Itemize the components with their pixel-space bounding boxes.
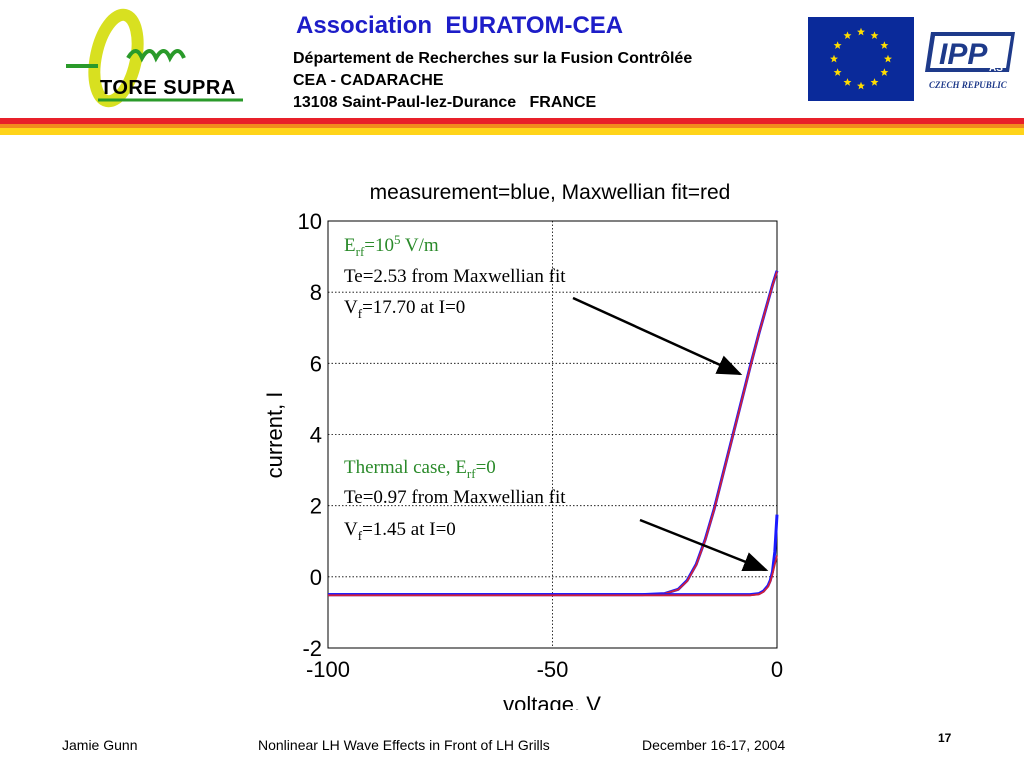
ipp-logo: IPP AS CZECH REPUBLIC xyxy=(925,32,1015,90)
footer-author: Jamie Gunn xyxy=(62,737,138,753)
y-tick-label: 6 xyxy=(310,351,322,376)
maxwellian-fit-line-1 xyxy=(328,271,778,596)
chart-series xyxy=(328,270,779,597)
x-tick-labels: -100 -50 0 xyxy=(306,657,783,682)
annotation-erf: Erf=105 V/m Te=2.53 from Maxwellian fit … xyxy=(344,232,566,321)
ipp-country: CZECH REPUBLIC xyxy=(929,80,1008,90)
ipp-logo-sub: AS xyxy=(989,63,1003,74)
iv-chart: measurement=blue, Maxwellian fit=red -2 0… xyxy=(262,181,783,710)
arrow-to-thermal-curve xyxy=(639,518,769,572)
ann2-rf: rf xyxy=(467,466,476,481)
arrow-to-rf-curve xyxy=(572,296,743,376)
annotation-erf-vf: Vf=17.70 at I=0 xyxy=(344,297,465,321)
ann1-eq: =10 xyxy=(364,235,394,256)
x-tick-label: -50 xyxy=(537,657,569,682)
footer-date: December 16-17, 2004 xyxy=(642,737,786,753)
ann1-sup: 5 xyxy=(394,232,401,247)
y-tick-labels: -2 0 2 4 6 8 10 xyxy=(298,209,322,661)
y-tick-label: 8 xyxy=(310,280,322,305)
site-line: CEA - CADARACHE xyxy=(293,72,444,89)
x-tick-label: 0 xyxy=(771,657,783,682)
eu-star-icon xyxy=(843,78,852,86)
eu-star-icon xyxy=(830,54,838,63)
eu-star-icon xyxy=(857,27,865,36)
ann1-unit: V/m xyxy=(401,235,439,256)
eu-star-icon xyxy=(833,41,842,49)
plot-frame xyxy=(327,220,778,649)
annotation-thermal-line1: Thermal case, Erf=0 xyxy=(344,457,496,481)
ann2-vf: =1.45 at I=0 xyxy=(362,519,456,540)
y-tick-label: -2 xyxy=(302,636,322,661)
x-axis-label: voltage, V xyxy=(503,692,601,710)
y-tick-label: 0 xyxy=(310,565,322,590)
annotation-erf-te: Te=2.53 from Maxwellian fit xyxy=(344,266,566,287)
annotation-thermal: Thermal case, Erf=0 Te=0.97 from Maxwell… xyxy=(344,457,566,543)
logo-text: TORE SUPRA xyxy=(100,77,236,99)
association-title: Association EURATOM-CEA xyxy=(296,12,624,39)
chart-title: measurement=blue, Maxwellian fit=red xyxy=(370,181,731,204)
annotation-erf-line1: Erf=105 V/m xyxy=(344,232,439,259)
eu-flag-icon xyxy=(808,17,914,101)
stripe-orange xyxy=(0,124,1024,128)
eu-star-icon xyxy=(857,81,865,90)
ann1-E: E xyxy=(344,235,356,256)
tore-supra-logo xyxy=(66,8,243,108)
ann1-vf: =17.70 at I=0 xyxy=(362,297,465,318)
annotation-thermal-vf: Vf=1.45 at I=0 xyxy=(344,519,456,543)
address-line: 13108 Saint-Paul-lez-Durance FRANCE xyxy=(293,94,597,111)
ann1-V: V xyxy=(344,297,358,318)
eu-star-icon xyxy=(843,31,852,40)
annotation-thermal-te: Te=0.97 from Maxwellian fit xyxy=(344,487,566,508)
eu-star-icon xyxy=(870,31,879,40)
ann1-rf: rf xyxy=(356,244,365,259)
y-axis-label: current, I xyxy=(262,392,287,479)
x-tick-label: -100 xyxy=(306,657,350,682)
ann2-eq: =0 xyxy=(476,457,496,478)
stripe-yellow xyxy=(0,128,1024,135)
header: TORE SUPRA Association EURATOM-CEA Dépar… xyxy=(0,0,1024,118)
eu-star-icon xyxy=(880,41,889,49)
y-tick-label: 4 xyxy=(310,423,322,448)
y-tick-label: 2 xyxy=(310,494,322,519)
eu-star-icon xyxy=(833,68,842,76)
chart-grid xyxy=(328,221,777,648)
ann2-f: f xyxy=(358,528,363,543)
ann2-V: V xyxy=(344,519,358,540)
stripe-red xyxy=(0,118,1024,124)
footer-talk-title: Nonlinear LH Wave Effects in Front of LH… xyxy=(258,737,550,753)
page-number: 17 xyxy=(938,731,952,745)
ann2-text: Thermal case, E xyxy=(344,457,467,478)
maxwellian-fit-line-3 xyxy=(328,555,778,597)
eu-star-icon xyxy=(880,68,889,76)
ipp-logo-text: IPP xyxy=(939,38,988,71)
y-tick-label: 10 xyxy=(298,209,322,234)
ann1-f: f xyxy=(358,306,363,321)
eu-star-icon xyxy=(884,54,892,63)
department-line: Département de Recherches sur la Fusion … xyxy=(293,50,693,67)
eu-star-icon xyxy=(870,78,879,86)
